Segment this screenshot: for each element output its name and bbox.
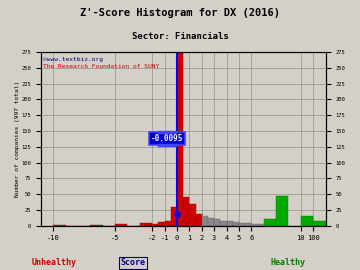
Bar (239, 223, 245, 226)
Bar (226, 221, 233, 226)
Bar (140, 223, 152, 226)
Bar (165, 221, 171, 226)
Bar (220, 221, 226, 226)
Bar (53, 225, 66, 226)
Text: Score: Score (121, 258, 146, 267)
Bar (264, 220, 276, 226)
Y-axis label: Number of companies (997 total): Number of companies (997 total) (15, 81, 20, 197)
Bar (202, 216, 208, 226)
Bar (245, 223, 251, 226)
Text: Unhealthy: Unhealthy (32, 258, 76, 267)
Bar (195, 214, 202, 226)
Bar (251, 224, 264, 226)
Text: Z'-Score Histogram for DX (2016): Z'-Score Histogram for DX (2016) (80, 8, 280, 18)
Bar (183, 197, 189, 226)
Bar (152, 224, 158, 226)
Bar (214, 220, 220, 226)
Text: The Research Foundation of SUNY: The Research Foundation of SUNY (43, 64, 159, 69)
Bar (177, 52, 183, 226)
Bar (313, 221, 325, 226)
Text: -0.0095: -0.0095 (151, 134, 183, 143)
Bar (115, 224, 127, 226)
Bar (301, 216, 313, 226)
Text: Healthy: Healthy (270, 258, 306, 267)
Bar (90, 225, 103, 226)
Bar (233, 222, 239, 226)
Bar (171, 207, 177, 226)
Text: ©www.textbiz.org: ©www.textbiz.org (43, 56, 103, 62)
Bar (158, 222, 165, 226)
Bar (276, 196, 288, 226)
Bar (208, 218, 214, 226)
Bar (189, 204, 195, 226)
Text: Sector: Financials: Sector: Financials (132, 32, 228, 41)
